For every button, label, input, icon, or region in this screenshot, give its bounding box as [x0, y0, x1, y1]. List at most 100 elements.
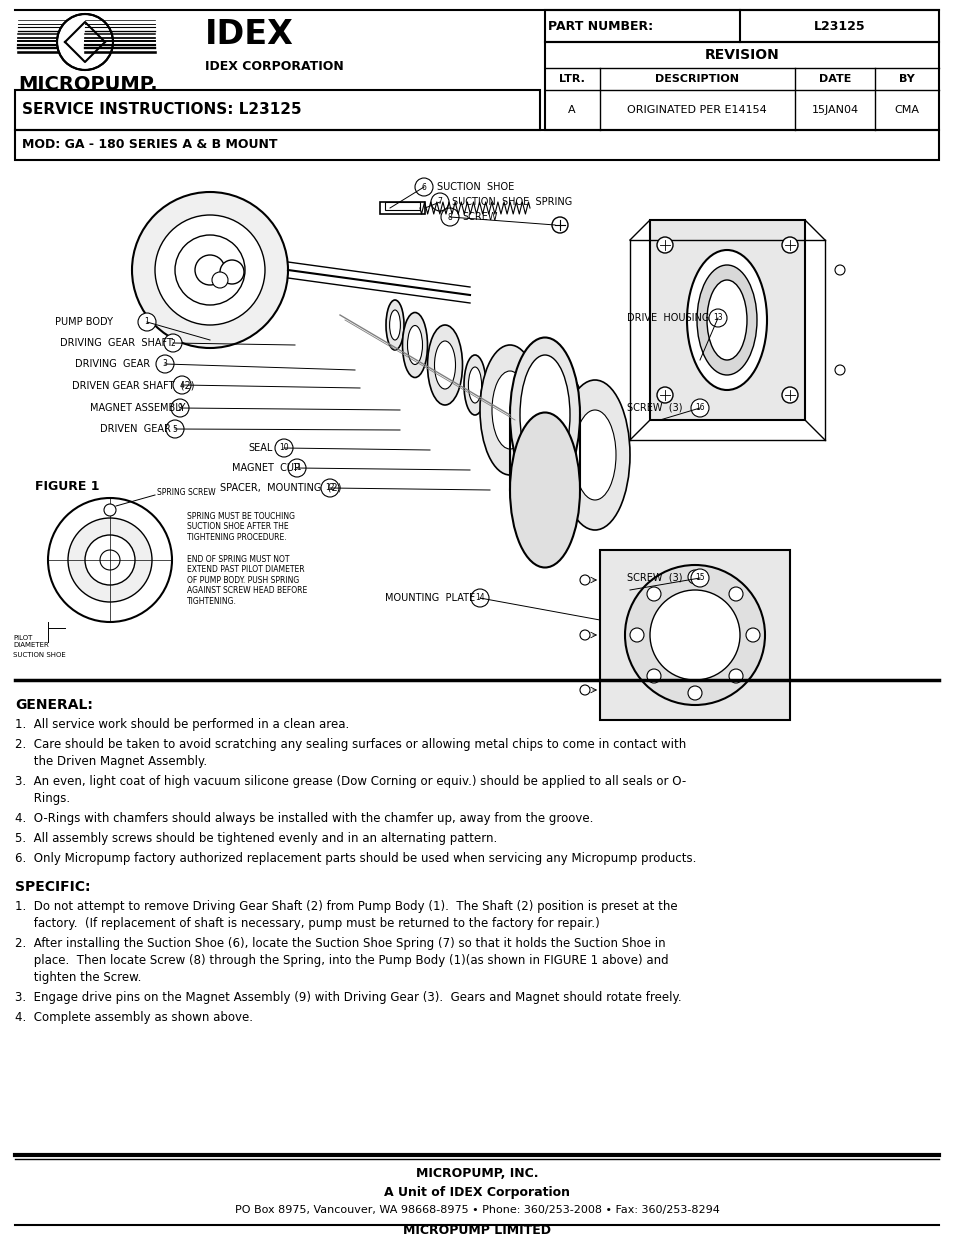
Text: DRIVEN GEAR SHAFT  (2): DRIVEN GEAR SHAFT (2): [71, 380, 194, 390]
Text: MAGNET ASSEMBLY: MAGNET ASSEMBLY: [90, 403, 185, 412]
Text: 5: 5: [172, 425, 177, 433]
Ellipse shape: [468, 367, 481, 403]
Ellipse shape: [427, 325, 462, 405]
Text: SPRING MUST BE TOUCHING
SUCTION SHOE AFTER THE
TIGHTENING PROCEDURE.: SPRING MUST BE TOUCHING SUCTION SHOE AFT…: [187, 513, 294, 542]
Bar: [599, 550, 789, 720]
Text: 4.  Complete assembly as shown above.: 4. Complete assembly as shown above.: [15, 1011, 253, 1024]
Text: place.  Then locate Screw (8) through the Spring, into the Pump Body (1)(as show: place. Then locate Screw (8) through the…: [15, 953, 668, 967]
Text: MICROPUMP, INC.: MICROPUMP, INC.: [416, 1167, 537, 1179]
Circle shape: [471, 589, 489, 606]
Circle shape: [320, 479, 338, 496]
Text: END OF SPRING MUST NOT
EXTEND PAST PILOT DIAMETER
OF PUMP BODY. PUSH SPRING
AGAI: END OF SPRING MUST NOT EXTEND PAST PILOT…: [187, 555, 307, 605]
Ellipse shape: [574, 410, 616, 500]
Ellipse shape: [519, 354, 569, 475]
Text: factory.  (If replacement of shaft is necessary, pump must be returned to the fa: factory. (If replacement of shaft is nec…: [15, 918, 599, 930]
Circle shape: [579, 630, 589, 640]
Ellipse shape: [559, 380, 629, 530]
Text: the Driven Magnet Assembly.: the Driven Magnet Assembly.: [15, 755, 207, 768]
Circle shape: [138, 312, 156, 331]
Text: 3.  Engage drive pins on the Magnet Assembly (9) with Driving Gear (3).  Gears a: 3. Engage drive pins on the Magnet Assem…: [15, 990, 680, 1004]
Circle shape: [166, 420, 184, 438]
Circle shape: [657, 237, 672, 253]
Text: SCREW: SCREW: [461, 212, 497, 222]
Ellipse shape: [697, 266, 757, 375]
Text: L23125: L23125: [813, 20, 865, 32]
Text: SCREW  (3): SCREW (3): [626, 403, 681, 412]
Text: SPACER,  MOUNTING  (2): SPACER, MOUNTING (2): [220, 483, 341, 493]
Circle shape: [579, 576, 589, 585]
Circle shape: [690, 569, 708, 587]
Text: 7: 7: [437, 198, 442, 206]
Bar: [544, 42, 938, 130]
Circle shape: [708, 309, 726, 327]
Text: GENERAL:: GENERAL:: [15, 698, 92, 713]
Circle shape: [629, 629, 643, 642]
Circle shape: [100, 550, 120, 571]
Ellipse shape: [535, 393, 574, 477]
Text: 15: 15: [695, 573, 704, 583]
Ellipse shape: [434, 341, 455, 389]
Text: SPRING SCREW: SPRING SCREW: [157, 488, 215, 496]
Text: PO Box 8975, Vancouver, WA 98668-8975 • Phone: 360/253-2008 • Fax: 360/253-8294: PO Box 8975, Vancouver, WA 98668-8975 • …: [234, 1205, 719, 1215]
Text: 10: 10: [279, 443, 289, 452]
Circle shape: [781, 387, 797, 403]
Text: 2.  After installing the Suction Shoe (6), locate the Suction Shoe Spring (7) so: 2. After installing the Suction Shoe (6)…: [15, 937, 665, 950]
Text: Rings.: Rings.: [15, 792, 71, 805]
Text: MICROPUMP.: MICROPUMP.: [18, 75, 157, 94]
Text: BY: BY: [898, 74, 914, 84]
Ellipse shape: [407, 326, 422, 364]
Ellipse shape: [479, 345, 539, 475]
Text: SUCTION  SHOE: SUCTION SHOE: [436, 182, 514, 191]
Text: 11: 11: [292, 463, 301, 473]
Ellipse shape: [624, 564, 764, 705]
Text: 2: 2: [171, 338, 175, 347]
Circle shape: [220, 261, 244, 284]
Text: 13: 13: [713, 314, 722, 322]
Text: 3: 3: [162, 359, 168, 368]
Circle shape: [657, 387, 672, 403]
Text: 2.  Care should be taken to avoid scratching any sealing surfaces or allowing me: 2. Care should be taken to avoid scratch…: [15, 739, 685, 751]
Text: 4: 4: [179, 380, 184, 389]
Text: A Unit of IDEX Corporation: A Unit of IDEX Corporation: [384, 1186, 569, 1199]
Text: SEAL: SEAL: [248, 443, 273, 453]
Text: tighten the Screw.: tighten the Screw.: [15, 971, 141, 984]
Text: 12: 12: [325, 483, 335, 493]
Text: SUCTION SHOE: SUCTION SHOE: [13, 652, 66, 658]
Text: SERVICE INSTRUCTIONS: L23125: SERVICE INSTRUCTIONS: L23125: [22, 103, 301, 117]
Text: IDEX: IDEX: [205, 19, 294, 51]
Circle shape: [156, 354, 173, 373]
Bar: [15, 90, 539, 130]
Circle shape: [728, 669, 742, 683]
Ellipse shape: [402, 312, 427, 378]
Circle shape: [834, 266, 844, 275]
Text: SUCTION  SHOE  SPRING: SUCTION SHOE SPRING: [452, 198, 572, 207]
Text: LTR.: LTR.: [558, 74, 584, 84]
Text: MOUNTING  PLATE: MOUNTING PLATE: [385, 593, 475, 603]
Circle shape: [104, 504, 116, 516]
Text: 1.  Do not attempt to remove Driving Gear Shaft (2) from Pump Body (1).  The Sha: 1. Do not attempt to remove Driving Gear…: [15, 900, 677, 913]
Text: SPECIFIC:: SPECIFIC:: [15, 881, 91, 894]
Circle shape: [48, 498, 172, 622]
Circle shape: [194, 254, 225, 285]
Text: 3.  An even, light coat of high vacuum silicone grease (Dow Corning or equiv.) s: 3. An even, light coat of high vacuum si…: [15, 776, 685, 788]
Text: IDEX CORPORATION: IDEX CORPORATION: [205, 61, 343, 73]
Circle shape: [274, 438, 293, 457]
Text: MAGNET  CUP: MAGNET CUP: [232, 463, 299, 473]
Text: DESCRIPTION: DESCRIPTION: [655, 74, 739, 84]
Circle shape: [68, 517, 152, 601]
Text: 5.  All assembly screws should be tightened evenly and in an alternating pattern: 5. All assembly screws should be tighten…: [15, 832, 497, 845]
Circle shape: [745, 629, 760, 642]
Circle shape: [781, 237, 797, 253]
Text: 16: 16: [695, 404, 704, 412]
Text: 4.  O-Rings with chamfers should always be installed with the chamfer up, away f: 4. O-Rings with chamfers should always b…: [15, 811, 593, 825]
Ellipse shape: [522, 366, 587, 505]
Circle shape: [834, 366, 844, 375]
Ellipse shape: [510, 412, 579, 568]
Circle shape: [431, 193, 449, 211]
Circle shape: [171, 399, 189, 417]
Ellipse shape: [649, 590, 740, 680]
Circle shape: [579, 685, 589, 695]
Ellipse shape: [510, 337, 579, 493]
Circle shape: [728, 587, 742, 601]
Circle shape: [440, 207, 458, 226]
